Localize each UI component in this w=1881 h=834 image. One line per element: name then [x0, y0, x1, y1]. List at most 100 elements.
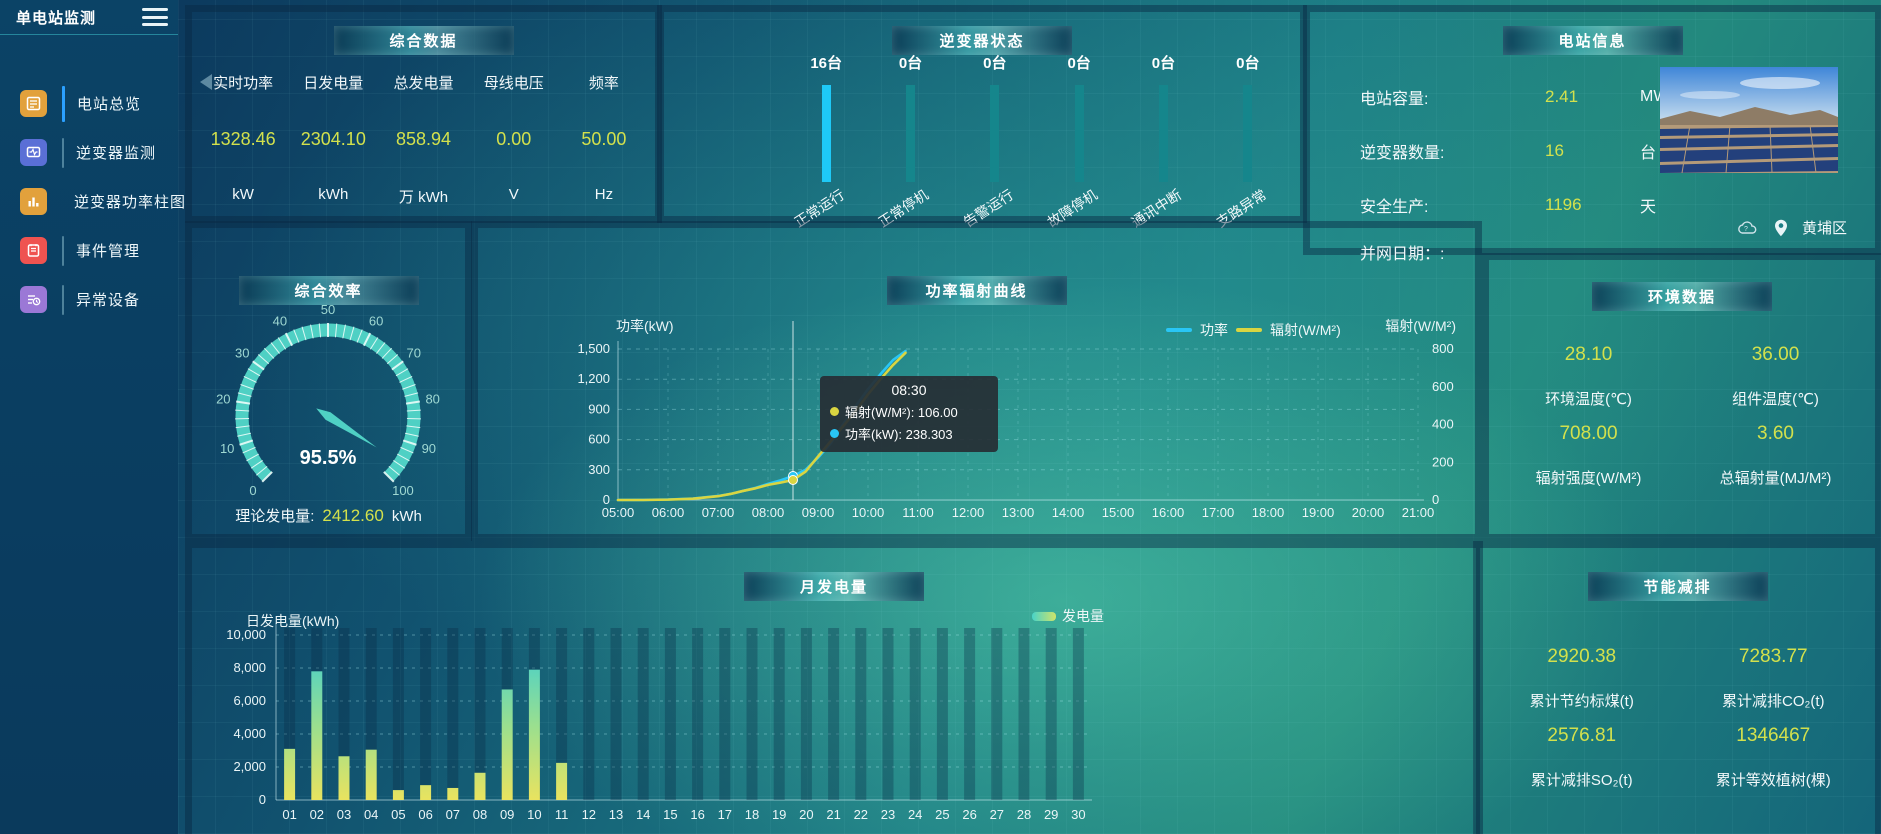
panel-station-info: 电站信息 电站容量: 2.41 MW 逆变器数量: 16 台 安全生产: 119… [1310, 12, 1875, 263]
sidebar-item-station-overview[interactable]: 电站总览 [0, 79, 178, 128]
svg-text:21:00: 21:00 [1402, 505, 1435, 520]
row-unit: 天 [1640, 199, 1657, 216]
svg-text:05:00: 05:00 [602, 505, 635, 520]
tooltip-rows: 辐射(W/M²): 106.00 功率(kW): 238.303 [830, 402, 988, 443]
svg-text:05: 05 [391, 807, 405, 822]
svg-text:8,000: 8,000 [233, 660, 266, 675]
status-alarm-running: 0台 告警运行 [960, 52, 1030, 230]
status-label: 正常运行 [791, 186, 848, 231]
svg-text:0: 0 [259, 792, 266, 807]
status-bar [905, 85, 915, 182]
status-fault-stop: 0台 故障停机 [1044, 52, 1114, 230]
svg-text:13:00: 13:00 [1002, 505, 1035, 520]
svg-text:29: 29 [1044, 807, 1058, 822]
efficiency-gauge-chart[interactable]: 0 10 20 30 40 50 60 70 80 90 100 95.5% [192, 298, 465, 538]
status-count: 0台 [898, 55, 923, 72]
tooltip-time: 08:30 [891, 382, 927, 398]
svg-text:30: 30 [235, 346, 249, 361]
radiation-legend-label[interactable]: 辐射(W/M²) [1270, 322, 1341, 338]
sidebar-item-event-management[interactable]: 事件管理 [0, 226, 178, 275]
metric-value: 2576.81 [1547, 725, 1617, 746]
sidebar-item-label: 事件管理 [76, 243, 141, 260]
svg-text:01: 01 [282, 807, 296, 822]
sidebar-item-inverter-monitor[interactable]: 逆变器监测 [0, 128, 178, 177]
row-value: 16 [1545, 141, 1564, 160]
svg-text:11: 11 [555, 807, 569, 822]
metric-trees-equivalent: 1346467 累计等效植树(棵) [1678, 711, 1870, 790]
panel-title: 环境数据 [1592, 282, 1772, 311]
environment-metrics: 28.10 环境温度(℃) 36.00 组件温度(℃) 708.00 辐射强度(… [1495, 330, 1869, 488]
svg-text:80: 80 [425, 391, 439, 406]
svg-text:100: 100 [392, 483, 414, 498]
metric-value: 1346467 [1736, 725, 1811, 746]
row-label: 逆变器数量: [1360, 145, 1445, 162]
bar-chart-icon [20, 188, 47, 215]
panel-title: 节能减排 [1587, 572, 1768, 601]
panel-summary-data: 综合数据 实时功率 1328.46 kW 日发电量 2304.10 kWh 总发… [192, 12, 655, 216]
overview-icon [20, 90, 47, 117]
cloud-icon[interactable]: ? [1736, 220, 1760, 236]
svg-text:08: 08 [473, 807, 487, 822]
metric-value: 0.00 [496, 129, 532, 149]
metric-unit: 万 kWh [398, 189, 449, 206]
event-log-icon [20, 237, 47, 264]
bar-chart-legend[interactable]: 发电量 [1032, 606, 1104, 626]
svg-text:21: 21 [826, 807, 840, 822]
metric-value: 1328.46 [210, 129, 276, 149]
metric-daily-energy: 日发电量 2304.10 kWh [288, 64, 378, 210]
metric-realtime-power: 实时功率 1328.46 kW [198, 64, 288, 210]
svg-text:24: 24 [908, 807, 922, 822]
metric-co2-reduced: 7283.77 累计减排CO₂(t) [1678, 632, 1870, 711]
svg-text:30: 30 [1071, 807, 1085, 822]
svg-text:0: 0 [1432, 492, 1439, 507]
status-count: 0台 [1151, 55, 1176, 72]
metric-label: 累计减排SO₂(t) [1530, 772, 1633, 789]
svg-text:27: 27 [990, 807, 1004, 822]
radiation-legend-swatch[interactable] [1236, 328, 1262, 332]
status-count: 0台 [983, 55, 1007, 72]
sidebar-item-abnormal-devices[interactable]: 异常设备 [0, 275, 178, 324]
svg-text:14: 14 [636, 807, 650, 822]
svg-text:06: 06 [418, 807, 432, 822]
power-legend-label[interactable]: 功率 [1200, 322, 1228, 338]
app-title: 单电站监测 [16, 9, 97, 27]
svg-text:20: 20 [799, 807, 813, 822]
status-count: 0台 [1236, 55, 1260, 72]
svg-text:20: 20 [216, 391, 230, 406]
svg-text:6,000: 6,000 [233, 693, 266, 708]
tooltip-row: 辐射(W/M²): 106.00 [830, 402, 988, 421]
theoretical-energy-row: 理论发电量: 2412.60 kWh [192, 505, 465, 526]
svg-text:03: 03 [337, 807, 351, 822]
inverter-count-row: 逆变器数量: 16 台 [1360, 124, 1690, 178]
svg-text:19: 19 [772, 807, 786, 822]
hamburger-menu-icon[interactable] [142, 8, 168, 26]
row-label: 电站容量: [1360, 91, 1429, 108]
sidebar-item-inverter-power-bars[interactable]: 逆变器功率柱图 [0, 177, 185, 226]
metric-value: 858.94 [395, 129, 452, 149]
svg-text:16: 16 [690, 807, 704, 822]
metric-value: 7283.77 [1738, 646, 1808, 667]
metric-label: 母线电压 [483, 75, 544, 92]
menu-divider [62, 284, 64, 315]
svg-text:900: 900 [588, 401, 610, 416]
power-legend-swatch[interactable] [1166, 328, 1192, 332]
sidebar-collapse-arrow[interactable] [200, 74, 212, 90]
metric-unit: Hz [594, 186, 614, 203]
location-pin-icon[interactable] [1774, 219, 1788, 237]
status-bar [1243, 85, 1253, 182]
svg-text:日发电量(kWh): 日发电量(kWh) [246, 613, 339, 629]
sidebar-menu: 电站总览 逆变器监测 逆变器功率柱图 事 [0, 79, 185, 324]
svg-text:14:00: 14:00 [1052, 505, 1085, 520]
svg-text:400: 400 [1432, 417, 1454, 432]
status-count: 16台 [810, 55, 842, 72]
inverter-status-bars[interactable]: 16台 正常运行 0台 正常停机 0台 告警运行 0台 故障停机 [784, 52, 1290, 230]
panel-environment-data: 环境数据 28.10 环境温度(℃) 36.00 组件温度(℃) 708.00 … [1489, 260, 1875, 534]
svg-text:300: 300 [588, 462, 610, 477]
grid-date-row: 并网日期：: [1360, 232, 1690, 272]
svg-text:4,000: 4,000 [233, 726, 266, 741]
svg-text:25: 25 [935, 807, 949, 822]
row-label: 安全生产: [1360, 199, 1429, 216]
svg-text:02: 02 [310, 807, 324, 822]
svg-text:18:00: 18:00 [1252, 505, 1285, 520]
